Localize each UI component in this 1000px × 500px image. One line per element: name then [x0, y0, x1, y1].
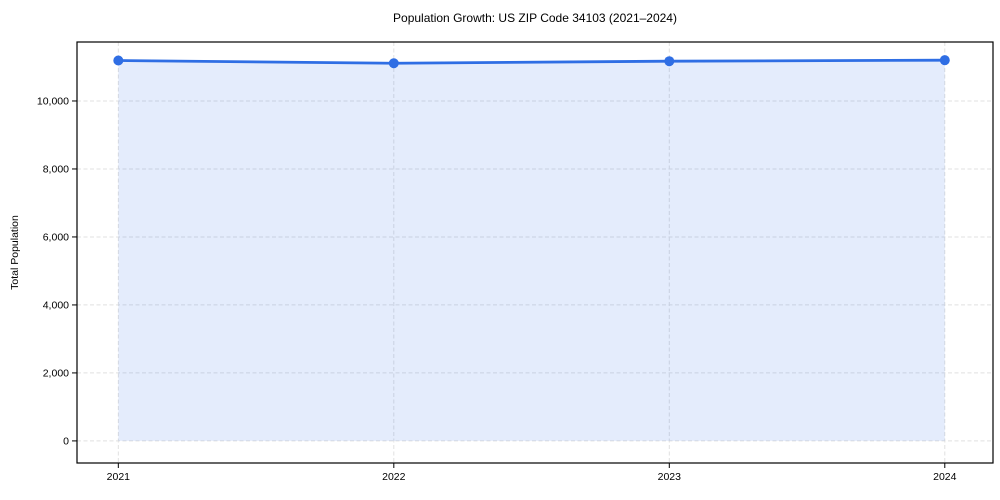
chart-title: Population Growth: US ZIP Code 34103 (20…	[393, 11, 677, 25]
x-tick-label: 2022	[382, 471, 406, 483]
plot-background	[77, 42, 993, 463]
y-tick-label: 6,000	[43, 231, 69, 243]
data-point-marker	[113, 55, 124, 66]
series-line	[116, 58, 947, 65]
y-tick-label: 10,000	[37, 95, 69, 107]
series-area-fill	[118, 60, 945, 441]
y-tick-label: 2,000	[43, 367, 69, 379]
y-tick-label: 0	[63, 435, 69, 447]
data-point-marker	[664, 56, 675, 67]
plot-area: 0 2,000 4,000 6,000 8,000 10,000 2021 2022 2023 2…	[37, 41, 994, 483]
x-tick-label: 2023	[658, 471, 682, 483]
y-axis-label: Total Population	[9, 215, 21, 290]
plot-border	[76, 41, 994, 464]
data-point-marker	[939, 55, 950, 66]
x-tick-label: 2021	[107, 471, 131, 483]
y-tick-label: 4,000	[43, 299, 69, 311]
data-point-marker	[388, 58, 399, 69]
x-tick-label: 2024	[933, 471, 957, 483]
y-tick-label: 8,000	[43, 163, 69, 175]
